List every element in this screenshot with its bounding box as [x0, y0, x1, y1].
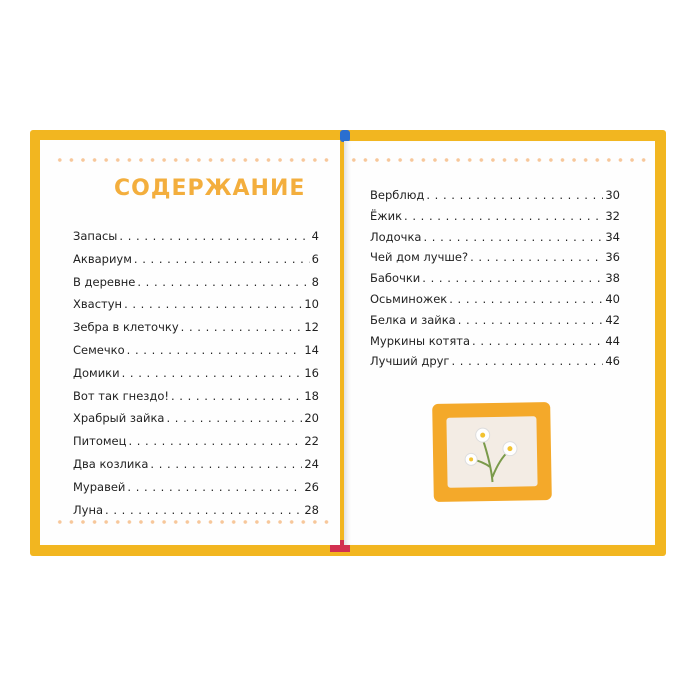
toc-leader-dots [124, 297, 302, 311]
page-title: СОДЕРЖАНИЕ [114, 176, 306, 201]
toc-entry-title: Бабочки [370, 271, 421, 286]
toc-entry: Ёжик 32 [370, 209, 620, 230]
toc-entry-page: 44 [605, 333, 620, 348]
toc-entry: Белка и зайка 42 [370, 313, 620, 334]
toc-entry-title: Питомец [73, 434, 127, 449]
toc-leader-dots [181, 320, 303, 334]
toc-leader-dots [119, 229, 309, 243]
toc-entry-page: 4 [311, 229, 319, 243]
toc-leader-dots [449, 292, 603, 306]
dotted-border-bottom [54, 520, 332, 524]
toc-entry-page: 16 [304, 365, 319, 380]
toc-entry: Лодочка 34 [370, 230, 620, 251]
toc-entry-title: Муркины котята [370, 333, 471, 348]
toc-entry: Питомец 22 [73, 434, 319, 457]
toc-entry-title: Лучший друг [370, 354, 450, 369]
toc-leader-dots [404, 209, 603, 223]
toc-leader-dots [105, 503, 302, 517]
toc-entry-page: 8 [311, 274, 319, 289]
toc-leader-dots [127, 480, 302, 494]
toc-entry: Бабочки 38 [370, 271, 620, 292]
toc-entry: Семечко 14 [73, 343, 319, 366]
toc-entry-page: 40 [605, 291, 620, 306]
toc-entry-title: Хвастун [73, 297, 123, 312]
toc-leader-dots [166, 411, 302, 425]
toc-list-right: Верблюд 30 Ёжик 32 Лодочка 34 Чей дом лучше? 36… [370, 188, 620, 375]
toc-entry-title: Два козлика [73, 456, 149, 471]
toc-entry: Муравей 26 [73, 480, 319, 503]
toc-entry-page: 36 [605, 250, 620, 265]
toc-leader-dots [426, 188, 603, 202]
toc-entry: Осьминожек 40 [370, 292, 620, 313]
toc-leader-dots [171, 389, 302, 403]
toc-entry-page: 32 [605, 208, 620, 223]
toc-entry-title: Луна [73, 502, 104, 517]
toc-entry-title: Верблюд [370, 188, 425, 202]
toc-leader-dots [472, 334, 603, 348]
toc-entry: Муркины котята 44 [370, 334, 620, 355]
toc-entry-page: 30 [605, 188, 620, 202]
toc-leader-dots [458, 313, 604, 327]
toc-entry: В деревне 8 [73, 275, 319, 298]
toc-entry-title: Храбрый зайка [73, 411, 165, 426]
toc-entry: Вот так гнездо! 18 [73, 389, 319, 412]
toc-leader-dots [127, 343, 303, 357]
dotted-border-top [54, 158, 332, 162]
toc-entry-page: 38 [605, 271, 620, 286]
toc-leader-dots [423, 230, 603, 244]
left-page: СОДЕРЖАНИЕ Запасы 4 Аквариум 6 В деревне 8 Хва… [40, 140, 340, 545]
toc-leader-dots [122, 366, 303, 380]
toc-entry: Хвастун 10 [73, 297, 319, 320]
toc-entry-title: В деревне [73, 274, 136, 289]
daisy-flowers-icon [464, 427, 518, 483]
right-page: Верблюд 30 Ёжик 32 Лодочка 34 Чей дом лучше? 36… [344, 141, 655, 545]
toc-entry: Домики 16 [73, 366, 319, 389]
toc-entry-title: Осьминожек [370, 291, 448, 306]
toc-entry-title: Зебра в клеточку [73, 320, 179, 335]
toc-entry-title: Белка и зайка [370, 312, 456, 327]
toc-leader-dots [134, 252, 310, 266]
toc-entry-page: 24 [304, 456, 319, 471]
toc-entry-page: 34 [605, 229, 620, 244]
dotted-border-top [348, 158, 649, 162]
toc-leader-dots [128, 434, 302, 448]
toc-entry: Аквариум 6 [73, 252, 319, 275]
toc-entry: Зебра в клеточку 12 [73, 320, 319, 343]
toc-entry: Два козлика 24 [73, 457, 319, 480]
toc-entry: Лучший друг 46 [370, 354, 620, 375]
toc-entry-page: 42 [605, 312, 620, 327]
toc-leader-dots [150, 457, 302, 471]
toc-entry-title: Муравей [73, 479, 126, 494]
picture-frame-illustration [432, 401, 552, 503]
toc-entry-title: Лодочка [370, 229, 422, 244]
toc-list-left: Запасы 4 Аквариум 6 В деревне 8 Хвастун 10 Зебра… [73, 229, 319, 525]
toc-entry-page: 26 [304, 479, 319, 494]
toc-entry-title: Ёжик [370, 208, 403, 223]
toc-entry: Верблюд 30 [370, 188, 620, 209]
toc-entry: Луна 28 [73, 503, 319, 526]
toc-entry-page: 12 [304, 320, 319, 335]
toc-entry-title: Чей дом лучше? [370, 250, 469, 265]
toc-entry-page: 6 [311, 251, 319, 266]
toc-leader-dots [422, 271, 603, 285]
toc-entry-page: 46 [605, 354, 620, 369]
toc-entry: Запасы 4 [73, 229, 319, 252]
toc-entry-page: 10 [304, 297, 319, 312]
toc-entry: Храбрый зайка 20 [73, 411, 319, 434]
toc-entry-page: 28 [304, 502, 319, 517]
toc-leader-dots [137, 275, 309, 289]
toc-entry-page: 14 [304, 342, 319, 357]
toc-entry-title: Семечко [73, 342, 125, 357]
toc-entry-page: 20 [304, 411, 319, 426]
toc-entry-title: Домики [73, 365, 120, 380]
toc-entry: Чей дом лучше? 36 [370, 250, 620, 271]
toc-leader-dots [451, 354, 603, 368]
bookmark-ribbon [340, 130, 350, 142]
toc-entry-title: Вот так гнездо! [73, 388, 169, 403]
toc-entry-page: 22 [304, 434, 319, 449]
toc-entry-title: Запасы [73, 229, 118, 243]
toc-leader-dots [470, 250, 603, 264]
toc-entry-page: 18 [304, 388, 319, 403]
toc-entry-title: Аквариум [73, 251, 132, 266]
